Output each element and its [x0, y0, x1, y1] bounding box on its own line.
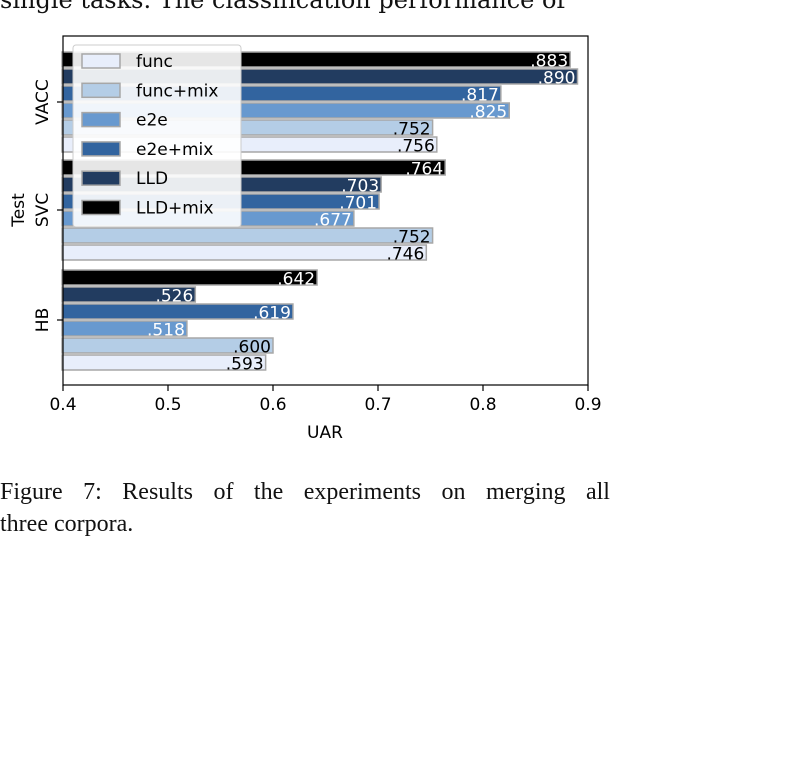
caption-word: the — [253, 479, 284, 505]
bar-func-mix-svc — [61, 227, 434, 244]
caption-line-2: three corpora. — [0, 511, 134, 537]
caption-word: Figure — [0, 479, 63, 505]
bar-value-label: .883 — [530, 52, 568, 72]
figure-caption: Figure 7: Results of the experiments on merging… — [0, 476, 610, 540]
caption-word: on — [441, 479, 466, 505]
bar-value-label: .764 — [405, 160, 443, 180]
bar-value-label: .817 — [461, 86, 499, 106]
legend-label: e2e+mix — [136, 140, 213, 160]
bar-value-label: .703 — [341, 177, 379, 197]
caption-word: 7: — [83, 479, 102, 505]
legend-swatch-e2e — [81, 111, 121, 128]
preceding-text-line: single tasks. The classification perform… — [0, 0, 566, 14]
legend-swatch-LLD — [81, 170, 121, 186]
bar-value-label: .619 — [253, 304, 291, 324]
legend: func func+mix e2e e2e+mix LLD LLD+mix — [72, 44, 242, 228]
x-tick-label: 0.4 — [49, 395, 76, 415]
bar-LLD-hb — [61, 286, 197, 303]
caption-word: all — [585, 479, 610, 505]
bar-value-label: .518 — [147, 321, 185, 341]
bar-func-mix-hb — [61, 337, 274, 354]
legend-label: func — [136, 52, 173, 72]
x-tick-label: 0.9 — [574, 395, 601, 415]
caption-line-1: Figure 7: Results of the experiments on merging… — [0, 476, 610, 508]
x-tick-label: 0.7 — [364, 395, 391, 415]
bar-value-label: .677 — [314, 211, 352, 231]
bar-value-label: .756 — [397, 137, 435, 157]
caption-word: merging — [485, 479, 566, 505]
legend-swatch-e2e-mix — [81, 141, 121, 157]
bar-value-label: .825 — [469, 103, 507, 123]
x-tick-label: 0.6 — [259, 395, 286, 415]
x-axis-label: UAR — [307, 423, 343, 443]
bar-value-label: .746 — [386, 245, 424, 265]
legend-label: LLD+mix — [136, 199, 214, 219]
bar-value-label: .752 — [393, 120, 431, 140]
bar-e2e-hb — [61, 320, 188, 337]
legend-label: func+mix — [136, 81, 218, 101]
bar-value-label: .600 — [233, 338, 271, 358]
y-tick-label: VACC — [33, 79, 53, 125]
bar-value-label: .890 — [538, 69, 576, 89]
bar-value-label: .526 — [155, 287, 193, 307]
legend-swatch-LLD-mix — [81, 199, 121, 216]
x-tick-label: 0.5 — [154, 395, 181, 415]
y-tick-label: HB — [33, 308, 53, 332]
bar-value-label: .642 — [277, 270, 315, 290]
x-axis: 0.4 0.5 0.6 0.7 0.8 0.9 — [49, 385, 602, 415]
legend-label: e2e — [136, 111, 168, 131]
legend-label: LLD — [136, 169, 168, 189]
y-axis: HB SVC VACC — [33, 79, 63, 332]
bar-func-svc — [61, 244, 428, 261]
bar-LLD-mix-hb — [61, 269, 318, 286]
x-tick-label: 0.8 — [469, 395, 496, 415]
bar-value-label: .752 — [393, 228, 431, 248]
caption-word: Results — [122, 479, 193, 505]
caption-word: experiments — [303, 479, 421, 505]
y-axis-label: Test — [9, 193, 29, 228]
uar-bar-chart: .593 .746 .756 .600 .752 .752 .518 .677 .825 .619… — [9, 35, 602, 443]
bar-value-label: .701 — [339, 194, 377, 214]
y-tick-label: SVC — [33, 193, 53, 227]
bar-value-label: .593 — [226, 355, 264, 375]
bar-e2e-mix-hb — [61, 303, 294, 320]
legend-swatch-func — [81, 53, 121, 69]
caption-word: of — [213, 479, 234, 505]
legend-swatch-func-mix — [81, 82, 121, 99]
bar-func-hb — [61, 354, 267, 371]
